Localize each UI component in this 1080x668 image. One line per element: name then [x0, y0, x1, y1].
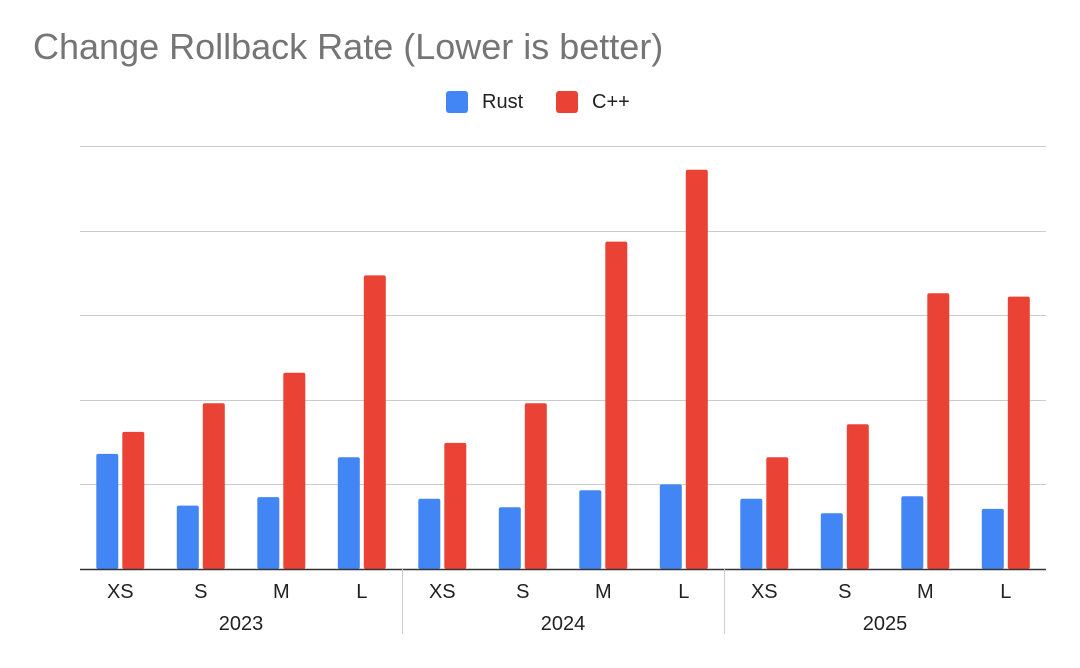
bar-cpp[interactable] — [283, 372, 306, 569]
bar-cpp[interactable] — [766, 457, 789, 569]
bar-cpp[interactable] — [122, 431, 145, 569]
x-tick-label: L — [1000, 581, 1011, 603]
x-tick-label: S — [194, 581, 207, 603]
bar-rust[interactable] — [659, 484, 682, 569]
bar-cpp[interactable] — [927, 293, 950, 569]
bar-cpp[interactable] — [444, 442, 467, 569]
x-tick-label: L — [356, 581, 367, 603]
legend: Rust C++ — [0, 89, 1080, 115]
bar-rust[interactable] — [418, 498, 441, 569]
bar-rust[interactable] — [820, 513, 843, 569]
bar-cpp[interactable] — [1007, 296, 1030, 569]
legend-item-cpp[interactable]: C++ — [556, 89, 630, 115]
bar-rust[interactable] — [981, 508, 1004, 569]
x-tick-label: XS — [429, 581, 456, 603]
x-tick-label: S — [838, 581, 851, 603]
x-group-label: 2025 — [863, 613, 908, 635]
x-tick-label: S — [516, 581, 529, 603]
bar-cpp[interactable] — [605, 241, 628, 569]
bar-rust[interactable] — [498, 507, 521, 569]
bar-cpp[interactable] — [846, 424, 869, 569]
bar-cpp[interactable] — [363, 275, 386, 569]
bar-rust[interactable] — [901, 496, 924, 569]
chart-title: Change Rollback Rate (Lower is better) — [33, 26, 664, 67]
bar-cpp[interactable] — [202, 403, 225, 569]
x-tick-label: M — [273, 581, 290, 603]
x-tick-label: M — [917, 581, 934, 603]
bar-cpp[interactable] — [685, 169, 708, 569]
bar-cpp[interactable] — [524, 403, 547, 569]
legend-label-rust: Rust — [482, 90, 524, 113]
x-tick-label: XS — [107, 581, 134, 603]
x-tick-label: M — [595, 581, 612, 603]
bar-rust[interactable] — [740, 498, 763, 569]
x-group-label: 2023 — [219, 613, 264, 635]
bar-rust[interactable] — [96, 453, 119, 569]
legend-label-cpp: C++ — [592, 90, 630, 113]
bar-rust[interactable] — [257, 497, 280, 569]
legend-item-rust[interactable]: Rust — [446, 89, 523, 115]
bar-rust[interactable] — [337, 457, 360, 569]
legend-swatch-rust — [446, 91, 468, 113]
x-tick-label: XS — [751, 581, 778, 603]
bar-rust[interactable] — [579, 490, 602, 569]
x-tick-label: L — [678, 581, 689, 603]
x-group-label: 2024 — [541, 613, 586, 635]
legend-swatch-cpp — [556, 91, 578, 113]
bar-rust[interactable] — [176, 505, 199, 569]
